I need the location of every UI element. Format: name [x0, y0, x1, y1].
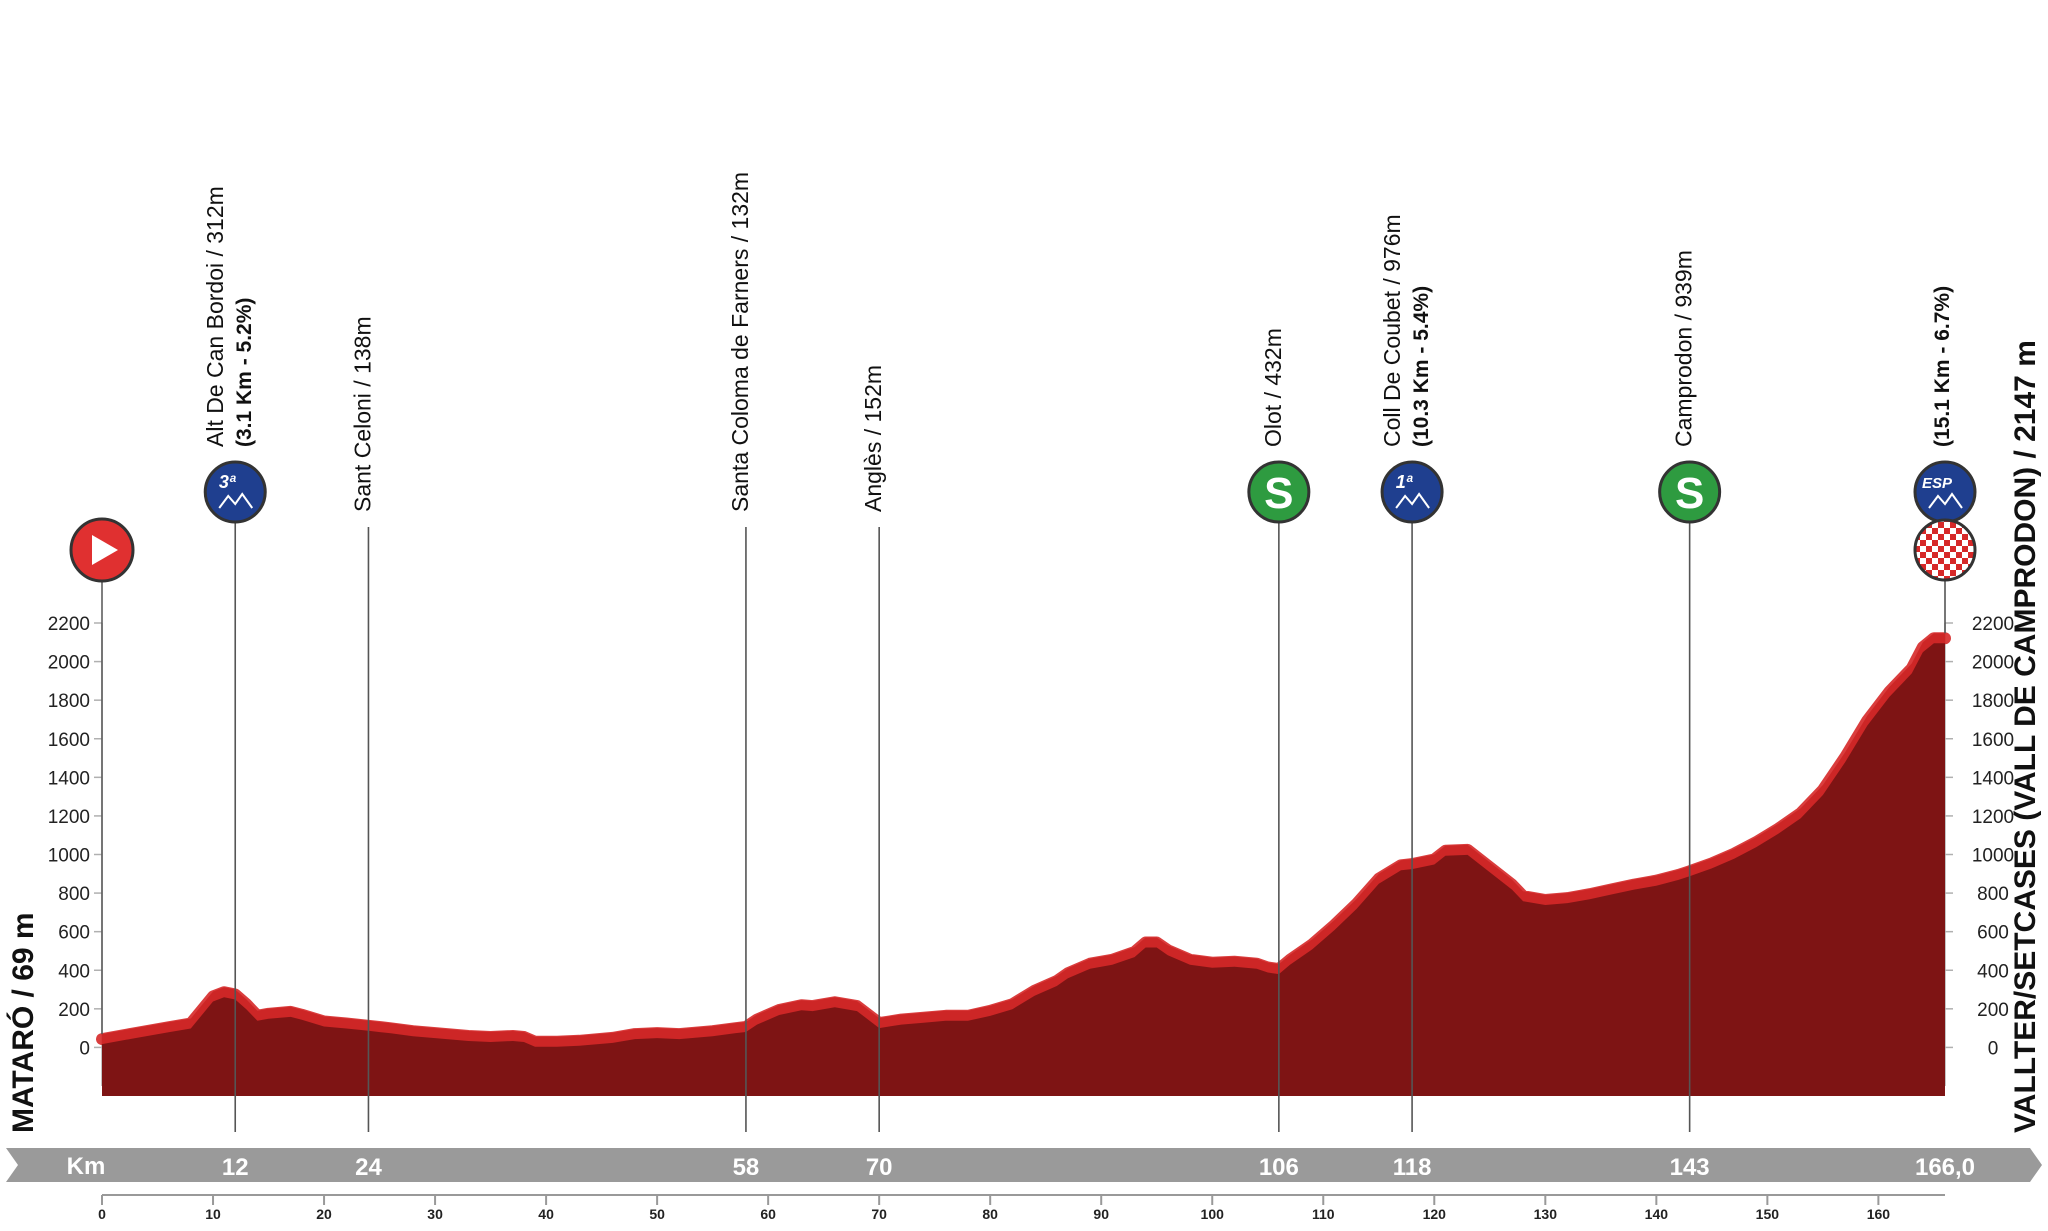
km-band-mark: 118	[1393, 1154, 1432, 1181]
km-band-mark: 70	[866, 1154, 893, 1181]
km-ruler-label: 60	[760, 1206, 776, 1222]
km-ruler-label: 0	[98, 1206, 106, 1222]
mountain-icon	[1928, 492, 1963, 509]
y-tick-label-right: 1400	[1972, 768, 2014, 789]
km-band-mark: 166,0	[1915, 1154, 1975, 1181]
special-climb-icon	[1913, 460, 1977, 524]
elevation-profile-shadow	[102, 643, 1945, 1096]
km-band-label: Km	[67, 1153, 106, 1180]
km-ruler-label: 130	[1534, 1206, 1558, 1222]
point-detail-label: (3.1 Km - 5.2%)	[233, 298, 256, 447]
km-axis: 0 10 20 30 40 50 60 70 80 90 100 110 120 130 140 150 160	[98, 1194, 1945, 1222]
point-name-label: Alt De Can Bordoi / 312m	[202, 186, 228, 447]
km-band-bar	[6, 1148, 2042, 1182]
y-tick-label-right: 200	[1977, 1000, 2009, 1021]
marker-layer: 3ª S 1ª S ESP	[69, 460, 1977, 1132]
km-band-mark: 12	[222, 1154, 249, 1181]
sprint-icon	[1658, 460, 1722, 524]
km-band: Km 12 24 58 70 106 118 143 166,0	[6, 1148, 2042, 1182]
climb-category-label: 3ª	[219, 472, 237, 492]
km-ruler-label: 120	[1423, 1206, 1447, 1222]
y-tick-label-right: 800	[1977, 884, 2009, 905]
y-tick-label-right: 2000	[1972, 653, 2014, 674]
point-detail-label: (15.1 Km - 6.7%)	[1931, 286, 1954, 447]
cat3-climb-icon	[203, 460, 267, 524]
point-name-label: Santa Coloma de Farners / 132m	[727, 172, 753, 512]
sprint-icon-letter: S	[1264, 469, 1293, 518]
sprint-icon-letter: S	[1675, 469, 1704, 518]
point-name-label: Anglès / 152m	[860, 365, 886, 512]
grid-layer: 0 0 200 200 400 400 600 600 800 800 1000 1000 1200 12…	[48, 614, 2014, 1086]
y-tick-label-left: 200	[58, 1000, 90, 1021]
play-triangle-icon	[92, 535, 118, 565]
y-tick-label-right: 400	[1977, 961, 2009, 982]
km-ruler-label: 10	[205, 1206, 221, 1222]
y-tick-label-right: 600	[1977, 923, 2009, 944]
y-tick-label-left: 0	[79, 1038, 90, 1059]
km-ruler-label: 100	[1201, 1206, 1225, 1222]
y-tick-label-right: 1800	[1972, 691, 2014, 712]
finish-flag-icon	[1913, 518, 1977, 582]
mountain-icon	[1395, 492, 1430, 509]
km-ruler-label: 140	[1645, 1206, 1669, 1222]
point-name-label: Coll De Coubet / 976m	[1379, 214, 1405, 447]
point-detail-label: (10.3 Km - 5.4%)	[1410, 286, 1433, 447]
y-tick-label-right: 1200	[1972, 807, 2014, 828]
y-tick-label-left: 1600	[48, 730, 90, 751]
point-name-label: Sant Celoni / 138m	[349, 316, 375, 512]
km-ruler-label: 110	[1312, 1206, 1335, 1222]
y-tick-label-left: 1400	[48, 768, 90, 789]
y-tick-label-right: 1600	[1972, 730, 2014, 751]
finish-town-label: VALLTER/SETCASES (VALL DE CAMPRODON) / 2…	[2009, 340, 2042, 1133]
y-tick-label-left: 1200	[48, 807, 90, 828]
km-ruler-label: 90	[1093, 1206, 1109, 1222]
cat1-climb-icon	[1380, 460, 1444, 524]
km-band-mark: 106	[1259, 1154, 1299, 1181]
mountain-icon	[218, 492, 254, 509]
km-ruler-label: 160	[1867, 1206, 1891, 1222]
y-tick-label-right: 1000	[1972, 846, 2014, 867]
climb-category-label: 1ª	[1396, 472, 1414, 492]
y-tick-label-left: 800	[58, 884, 90, 905]
km-ruler-label: 20	[316, 1206, 332, 1222]
climb-category-label: ESP	[1922, 475, 1953, 492]
km-ruler-label: 50	[649, 1206, 665, 1222]
profile-layer	[96, 632, 1951, 1096]
y-tick-label-left: 2200	[48, 614, 90, 635]
km-band-mark: 58	[733, 1154, 760, 1181]
km-band-mark: 24	[355, 1154, 382, 1181]
y-tick-label-right: 2200	[1972, 614, 2014, 635]
km-ruler-label: 70	[871, 1206, 887, 1222]
km-ruler-label: 150	[1756, 1206, 1780, 1222]
y-tick-label-left: 1800	[48, 691, 90, 712]
start-town-label: MATARÓ / 69 m	[6, 912, 40, 1133]
label-layer: MATARÓ / 69 m VALLTER/SETCASES (VALL DE C…	[6, 172, 2042, 1133]
y-tick-label-left: 1000	[48, 846, 90, 867]
km-band-mark: 143	[1670, 1154, 1710, 1181]
km-ruler-label: 80	[982, 1206, 998, 1222]
sprint-icon	[1247, 460, 1311, 524]
elevation-profile-edge	[96, 632, 1951, 1048]
y-tick-label-left: 2000	[48, 653, 90, 674]
y-tick-label-left: 400	[58, 961, 90, 982]
point-name-label: Olot / 432m	[1260, 328, 1286, 447]
km-ruler-label: 40	[538, 1206, 554, 1222]
point-name-label: Camprodon / 939m	[1671, 250, 1697, 447]
y-tick-label-right: 0	[1988, 1038, 1999, 1059]
km-ruler-label: 30	[427, 1206, 443, 1222]
y-tick-label-left: 600	[58, 923, 90, 944]
